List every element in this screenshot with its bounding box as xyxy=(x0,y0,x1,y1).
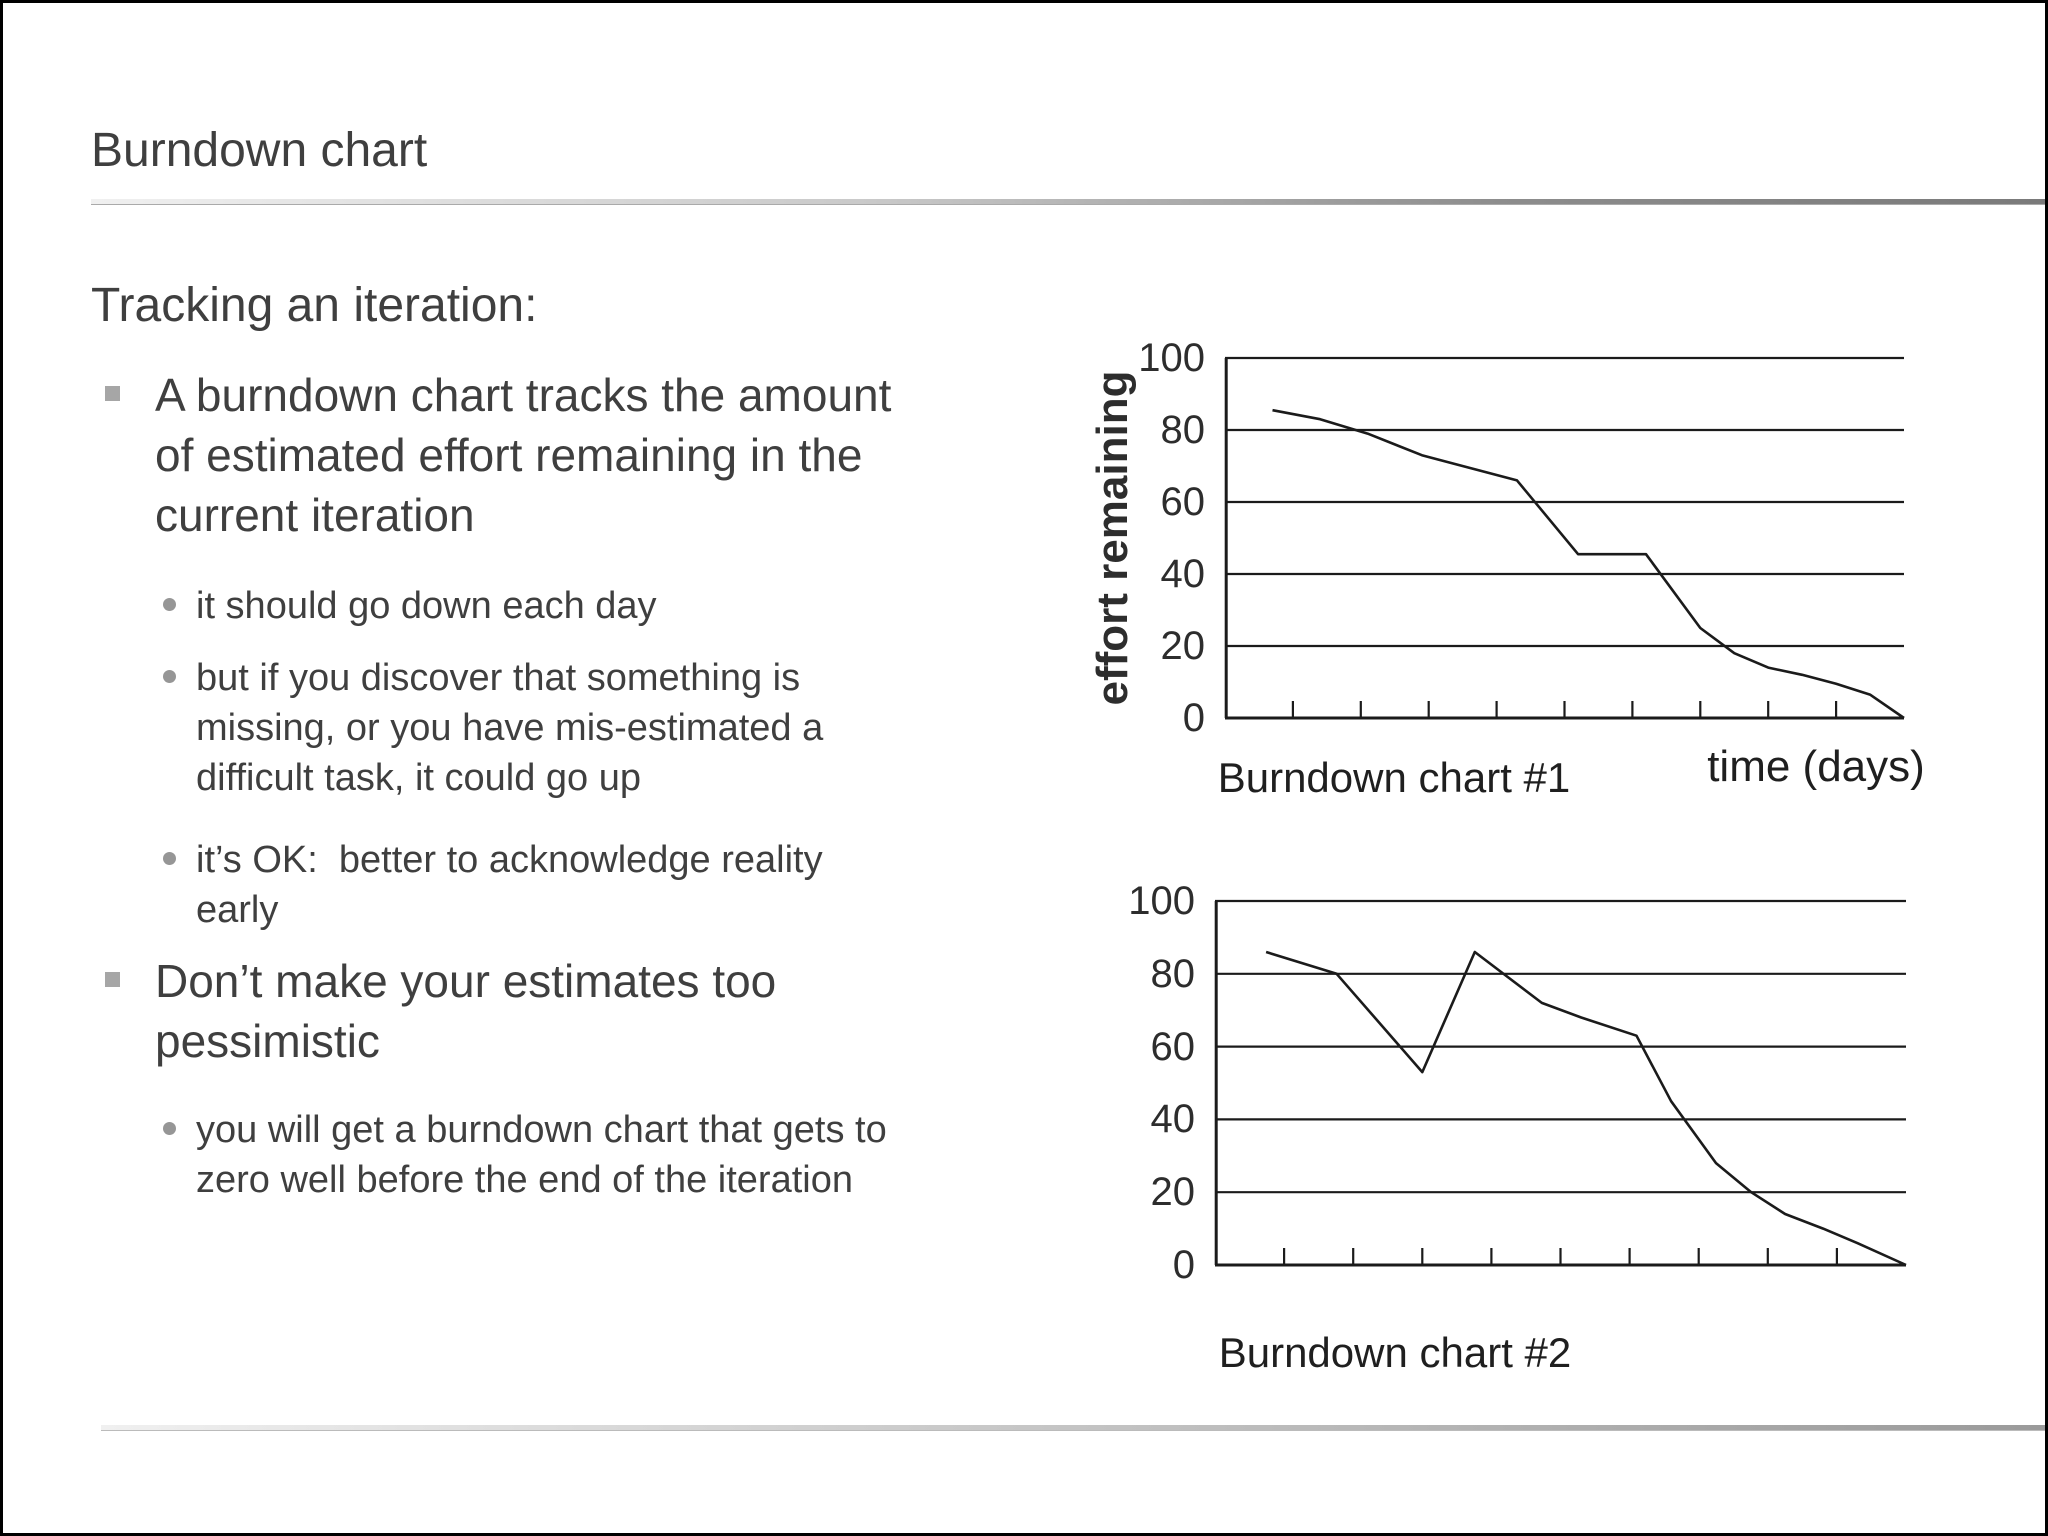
time-days-axis-label: time (days) xyxy=(1707,742,1925,791)
bullet-square-icon xyxy=(105,386,120,401)
bullet-dot-icon xyxy=(163,1122,176,1135)
text-line: it’s OK: better to acknowledge reality xyxy=(196,839,823,881)
y-tick-label: 60 xyxy=(1160,480,1206,524)
page-title: Burndown chart xyxy=(91,124,428,177)
bullet-text: you will get a burndown chart that gets … xyxy=(196,1105,887,1205)
text-line: zero well before the end of the iteratio… xyxy=(196,1159,853,1201)
bullet-text: A burndown chart tracks the amount of est… xyxy=(155,365,891,545)
sub-bullet-item: it’s OK: better to acknowledge reality ea… xyxy=(91,835,823,935)
chart-1-plot xyxy=(1224,356,1905,720)
y-tick-label: 40 xyxy=(1160,552,1206,596)
sub-bullet-item: you will get a burndown chart that gets … xyxy=(91,1105,887,1205)
text-line: missing, or you have mis-estimated a xyxy=(196,707,824,749)
bullet-text: Tracking an iteration: xyxy=(91,275,537,337)
text-line: difficult task, it could go up xyxy=(196,757,641,799)
y-tick-label: 20 xyxy=(1160,624,1206,668)
burndown-data-line xyxy=(1265,950,1907,1267)
effort-remaining-axis-label: effort remaining xyxy=(1088,370,1137,706)
text-line: Tracking an iteration: xyxy=(91,279,538,332)
bullet-text: but if you discover that something is mis… xyxy=(196,653,823,803)
chart-1-caption: Burndown chart #1 xyxy=(1217,754,1571,801)
y-tick-label: 40 xyxy=(1150,1097,1196,1142)
bullet-square-icon xyxy=(105,972,120,987)
chart-2-caption: Burndown chart #2 xyxy=(1218,1329,1572,1376)
y-tick-label: 0 xyxy=(1172,1243,1195,1287)
burndown-data-line xyxy=(1272,408,1905,720)
bullet-item: A burndown chart tracks the amount of est… xyxy=(91,365,891,545)
section-heading: Tracking an iteration: xyxy=(91,275,537,337)
bullet-text: Don’t make your estimates too pessimistic xyxy=(155,951,776,1071)
bullet-dot-icon xyxy=(163,598,176,611)
chart-2: 0 20 40 60 80 100 Burndown chart #2 xyxy=(1128,879,1907,1376)
bullet-item: Don’t make your estimates too pessimistic xyxy=(91,951,776,1071)
sub-bullet-item: but if you discover that something is mis… xyxy=(91,653,823,803)
text-line: A burndown chart tracks the amount xyxy=(155,369,892,421)
footer-divider xyxy=(101,1425,2045,1430)
text-line: Don’t make your estimates too xyxy=(155,955,777,1007)
bullet-dot-icon xyxy=(163,852,176,865)
y-tick-label: 80 xyxy=(1150,951,1196,996)
y-tick-label: 0 xyxy=(1182,696,1205,740)
text-line: pessimistic xyxy=(155,1015,380,1067)
text-line: of estimated effort remaining in the xyxy=(155,429,863,481)
y-tick-label: 100 xyxy=(1138,336,1205,380)
text-line: but if you discover that something is xyxy=(196,657,801,699)
chart-2-plot xyxy=(1214,899,1907,1267)
text-line: you will get a burndown chart that gets … xyxy=(196,1109,887,1151)
y-tick-label: 100 xyxy=(1128,879,1195,923)
sub-bullet-item: it should go down each day xyxy=(91,581,657,631)
bullet-text: it should go down each day xyxy=(196,581,657,631)
bullet-dot-icon xyxy=(163,670,176,683)
bullet-text: it’s OK: better to acknowledge reality ea… xyxy=(196,835,823,935)
y-tick-label: 20 xyxy=(1150,1170,1196,1215)
body-content: Tracking an iteration: A burndown chart t… xyxy=(91,3,1041,1533)
y-tick-label: 80 xyxy=(1160,408,1206,452)
text-line: early xyxy=(196,889,279,931)
text-line: current iteration xyxy=(155,489,475,541)
y-tick-label: 60 xyxy=(1150,1024,1196,1069)
text-line: it should go down each day xyxy=(196,585,657,627)
chart-1: 0 20 40 60 80 100 effort remaining Burndown c… xyxy=(1088,336,1925,801)
title-divider xyxy=(91,199,2045,204)
